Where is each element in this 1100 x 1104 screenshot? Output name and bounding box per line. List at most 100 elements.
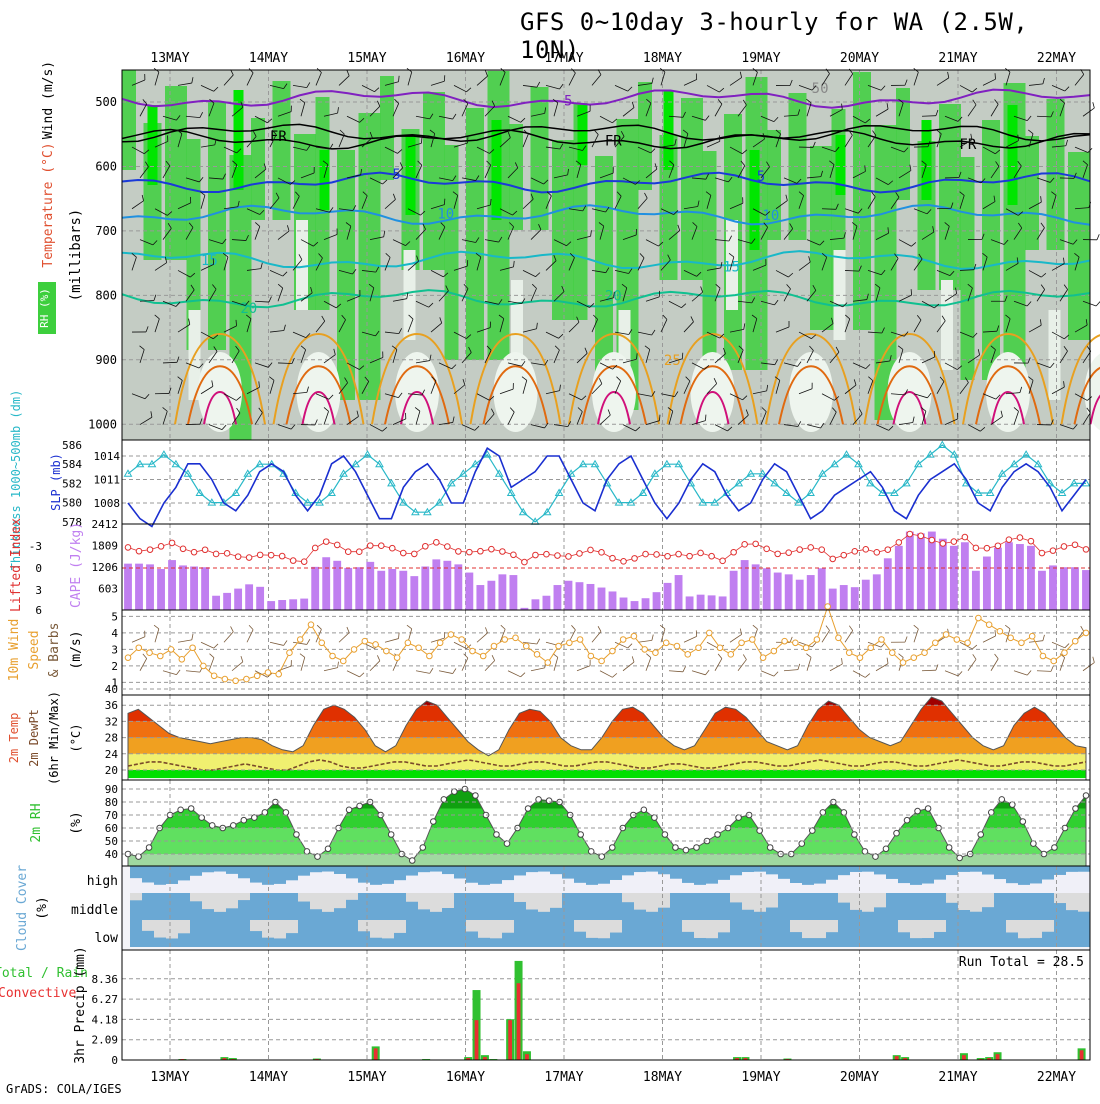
temp-tick-label: 28 <box>105 732 118 745</box>
wind-barb <box>914 625 919 629</box>
cape-bar <box>289 599 297 610</box>
wind-barb <box>377 655 379 660</box>
wind-speed-marker <box>814 637 820 643</box>
cape-bar <box>212 596 220 610</box>
cloud-bar <box>214 866 226 872</box>
wind-speed-marker <box>879 637 885 643</box>
wind-speed-marker <box>793 640 799 646</box>
cape-bar <box>421 567 429 610</box>
cloud-bar <box>322 893 334 912</box>
li-marker <box>1028 538 1034 544</box>
rh-marker <box>767 845 773 851</box>
precip-convective-bar <box>1080 1050 1084 1060</box>
rh-dry-pocket <box>494 352 538 432</box>
precip-tick-label: 8.36 <box>92 973 119 986</box>
cape-bar <box>796 580 804 610</box>
cape-bar <box>708 595 716 610</box>
li-marker <box>224 551 230 557</box>
li-marker <box>753 541 759 547</box>
cloud-bar <box>574 866 586 883</box>
cloud-bar <box>790 920 802 932</box>
pressure-tick-label: 600 <box>95 159 117 173</box>
cloud-bar <box>190 893 202 901</box>
cape-bar <box>983 557 991 610</box>
rh-marker <box>357 803 363 809</box>
li-marker <box>180 546 186 552</box>
cloud-bar <box>310 893 322 909</box>
pressure-axis-label: (millibars) <box>68 209 84 302</box>
wind-speed-marker <box>147 650 153 656</box>
thickness-tick-label: 586 <box>62 439 82 452</box>
cape-bar <box>664 583 672 610</box>
cloud-bar <box>658 866 670 874</box>
rh-marker <box>1010 802 1016 808</box>
cape-bar <box>245 584 253 610</box>
rh-marker <box>841 810 847 816</box>
cloud-bar <box>586 920 598 938</box>
cloud-bar <box>346 893 358 900</box>
cape-bar <box>487 581 495 610</box>
wind-speed-marker <box>900 660 906 666</box>
cloud-bar <box>934 866 946 880</box>
rh-marker <box>957 855 963 861</box>
precip-convective-bar <box>475 1020 479 1060</box>
slp-tick-label: 1014 <box>94 450 121 463</box>
wind-speed-marker <box>211 673 217 679</box>
li-marker <box>874 550 880 556</box>
cloud-bar <box>370 920 382 938</box>
wind-speed-marker <box>1072 638 1078 644</box>
cloud-bar <box>550 893 562 908</box>
wind-speed-marker <box>233 678 239 684</box>
cloud-bar <box>574 920 586 932</box>
cloud-bar <box>634 893 646 910</box>
rh-band <box>853 72 871 330</box>
cape-bar <box>752 564 760 610</box>
wind-speed-marker <box>190 645 196 651</box>
cape-tick-label: 1809 <box>92 540 119 553</box>
cape-bar <box>763 568 771 610</box>
cape-bar <box>873 574 881 610</box>
temp-band <box>122 770 1090 778</box>
cloud-bar <box>334 893 346 908</box>
cape-bar <box>598 588 606 610</box>
wind-barb <box>849 626 852 631</box>
li-marker <box>951 539 957 545</box>
cape-bar <box>818 568 826 610</box>
rh-marker <box>304 849 310 855</box>
rh-marker <box>662 832 668 838</box>
wind-speed-marker <box>653 650 659 656</box>
date-label-bottom: 20MAY <box>840 1070 879 1085</box>
li-marker <box>544 551 550 557</box>
wind-barb <box>830 664 842 671</box>
wind-speed-marker <box>943 632 949 638</box>
li-marker <box>808 545 814 551</box>
rh-marker <box>1052 845 1058 851</box>
li-tick-label: 0 <box>35 562 42 575</box>
wind-barb <box>991 659 998 671</box>
cloud-bar <box>970 866 982 872</box>
cape-bar <box>1016 544 1024 610</box>
cloud-bar <box>358 920 370 931</box>
wind-barb <box>385 639 399 643</box>
wind-barb <box>968 659 976 670</box>
li-marker <box>478 548 484 554</box>
rh-marker <box>346 807 352 813</box>
wind-barb <box>646 658 651 671</box>
li-tick-label: -3 <box>29 540 42 553</box>
rh-marker <box>409 858 415 864</box>
cloud-bar <box>850 866 862 872</box>
cape-bar <box>410 576 418 610</box>
wind-speed-marker <box>534 652 540 658</box>
wind-barb <box>612 673 617 677</box>
li-marker <box>279 553 285 559</box>
li-tick-label: 6 <box>35 604 42 617</box>
footer-credit: GrADS: COLA/IGES <box>6 1082 122 1096</box>
li-marker <box>533 552 539 558</box>
cloud-bar <box>1054 893 1066 903</box>
wind10-axis-label-c: & Barbs <box>47 623 62 678</box>
wind-barb <box>826 626 830 631</box>
wind-barb <box>995 73 996 79</box>
wind-speed-marker <box>513 635 519 641</box>
rh-marker <box>978 832 984 838</box>
cloud-bar <box>442 893 454 908</box>
